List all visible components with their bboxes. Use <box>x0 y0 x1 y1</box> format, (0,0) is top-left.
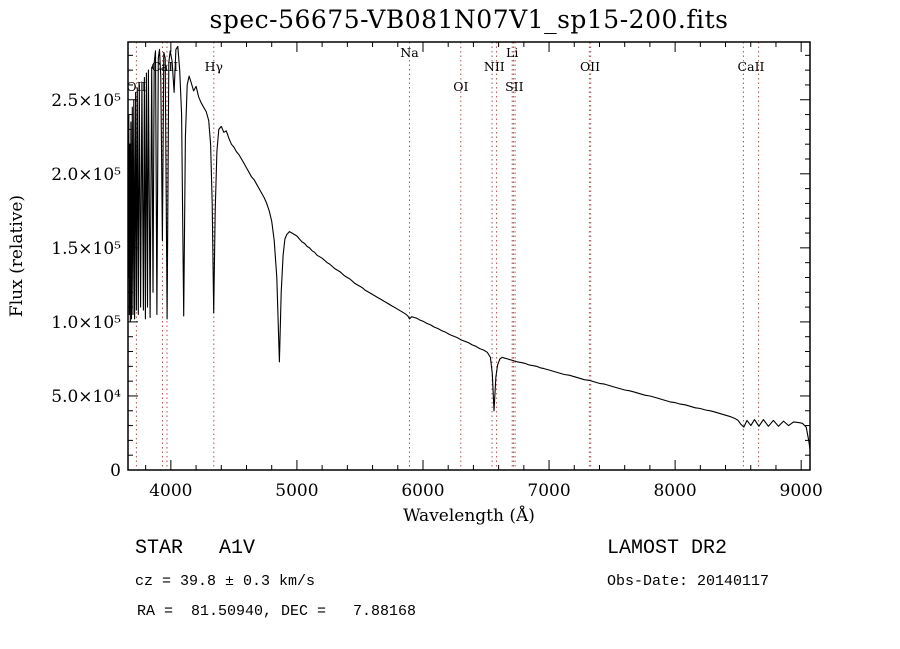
spectrum-plot: spec-56675-VB081N07V1_sp15-200.fits OII C… <box>7 5 823 526</box>
spectral-line-markers <box>135 42 760 470</box>
chart-title: spec-56675-VB081N07V1_sp15-200.fits <box>210 5 729 34</box>
line-marker-label: CaII <box>151 59 178 74</box>
x-tick-label: 7000 <box>527 481 570 501</box>
line-marker-label: OII <box>580 59 600 74</box>
ra-dec-value: RA = 81.50940, DEC = 7.88168 <box>137 603 417 620</box>
y-axis-label: Flux (relative) <box>7 195 27 317</box>
line-marker-label: Li <box>506 45 518 60</box>
line-marker-label: Hγ <box>205 59 223 74</box>
y-tick-label: 1.5×10⁵ <box>51 239 121 259</box>
x-tick-label: 8000 <box>653 481 696 501</box>
x-axis-label: Wavelength (Å) <box>403 505 535 526</box>
cz-value: cz = 39.8 ± 0.3 km/s <box>135 573 316 590</box>
y-tick-label: 2.5×10⁵ <box>51 91 121 111</box>
y-tick-label: 0 <box>110 461 121 481</box>
object-class-label: STAR A1V <box>135 537 256 560</box>
axis-tick-labels: 4000 5000 6000 7000 8000 9000 0 5.0×10⁴ 1.0×10⁵ 1… <box>51 91 823 501</box>
y-tick-label: 2.0×10⁵ <box>51 165 121 185</box>
line-marker-label: OII <box>126 79 146 94</box>
x-tick-label: 5000 <box>275 481 318 501</box>
line-marker-label: CaII <box>738 59 765 74</box>
plot-border <box>127 41 811 471</box>
obs-date-value: Obs-Date: 20140117 <box>607 573 770 590</box>
spectrum-line <box>128 45 810 450</box>
line-marker-label: OI <box>453 79 468 94</box>
x-tick-label: 4000 <box>149 481 192 501</box>
line-marker-label: SII <box>505 79 524 94</box>
axis-ticks <box>128 42 810 471</box>
line-marker-label: Na <box>400 45 419 60</box>
x-tick-label: 9000 <box>780 481 823 501</box>
survey-label: LAMOST DR2 <box>607 537 728 560</box>
y-tick-label: 1.0×10⁵ <box>51 313 121 333</box>
y-tick-label: 5.0×10⁴ <box>51 387 121 407</box>
line-marker-label: NII <box>484 59 505 74</box>
x-tick-label: 6000 <box>401 481 444 501</box>
